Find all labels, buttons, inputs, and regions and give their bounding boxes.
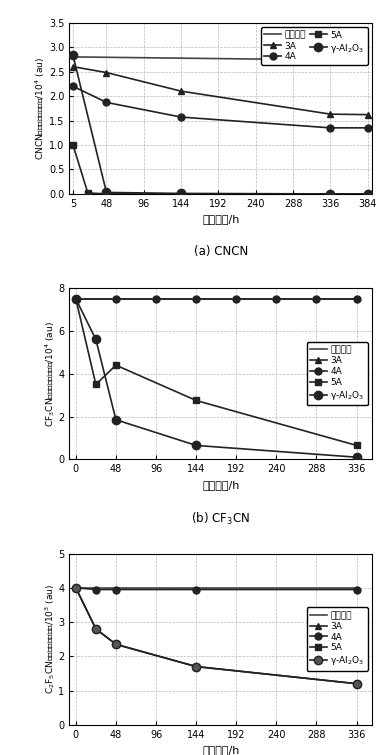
Legend: 无吸附剂, 3A, 4A, 5A, γ-Al$_2$O$_3$: 无吸附剂, 3A, 4A, 5A, γ-Al$_2$O$_3$ [307, 608, 368, 671]
Y-axis label: CF$_3$CN气体的色谱峰面积/10$^4$ (au): CF$_3$CN气体的色谱峰面积/10$^4$ (au) [43, 321, 56, 427]
Text: (a) CNCN: (a) CNCN [194, 245, 248, 258]
Legend: 无吸附剂, 3A, 4A, 5A, γ-Al$_2$O$_3$: 无吸附剂, 3A, 4A, 5A, γ-Al$_2$O$_3$ [307, 342, 368, 405]
Y-axis label: C$_2$F$_5$CN气体的色谱峰面积/10$^3$ (au): C$_2$F$_5$CN气体的色谱峰面积/10$^3$ (au) [43, 584, 56, 695]
X-axis label: 吸附时间/h: 吸附时间/h [202, 479, 240, 490]
X-axis label: 吸附时间/h: 吸附时间/h [202, 745, 240, 755]
Text: (b) CF$_3$CN: (b) CF$_3$CN [191, 510, 250, 527]
Legend: 无吸附剂, 3A, 4A, 5A, γ-Al$_2$O$_3$: 无吸附剂, 3A, 4A, 5A, γ-Al$_2$O$_3$ [261, 27, 368, 65]
Y-axis label: CNCN气体的色谱峰面积/10$^4$ (au): CNCN气体的色谱峰面积/10$^4$ (au) [34, 57, 47, 160]
X-axis label: 吸附时间/h: 吸附时间/h [202, 214, 240, 224]
